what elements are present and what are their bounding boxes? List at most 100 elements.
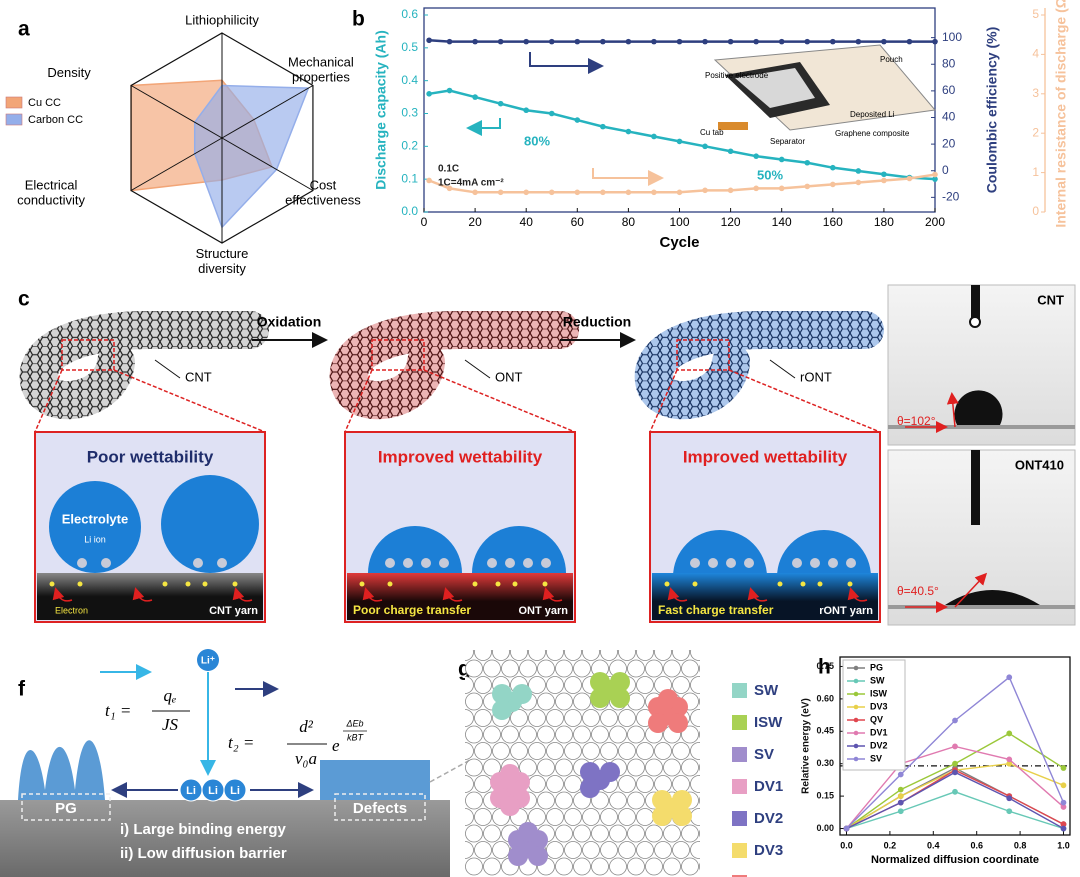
y-tick-label: 0.2 — [401, 139, 418, 153]
equation: e — [332, 736, 340, 755]
lattice-atom — [636, 808, 654, 826]
x-tick-label: 80 — [622, 215, 636, 229]
x-tick-label: 100 — [669, 215, 689, 229]
substrate — [37, 573, 263, 620]
y2-tick-label: 80 — [942, 56, 956, 70]
lattice-atom — [672, 742, 690, 760]
needle — [971, 285, 980, 323]
zoom-line — [113, 369, 266, 433]
series-marker — [727, 38, 734, 45]
defect-patch — [500, 764, 520, 784]
series-marker — [830, 181, 836, 188]
lattice-atom — [609, 791, 627, 810]
electron — [847, 581, 853, 587]
series-marker — [753, 153, 759, 159]
lattice-atom — [465, 775, 474, 793]
lattice-atom — [483, 824, 501, 843]
note: ii) Low diffusion barrier — [120, 845, 287, 862]
lattice-atom — [663, 758, 681, 777]
lattice-atom — [564, 742, 582, 760]
lattice-atom — [663, 857, 681, 876]
series-marker — [881, 177, 887, 184]
lattice-atom — [627, 824, 645, 843]
substrate-label: ONT yarn — [518, 605, 568, 617]
link-line — [429, 759, 471, 783]
equation: d² — [299, 717, 314, 736]
defect-patch — [492, 684, 512, 704]
lattice-atom — [474, 676, 492, 694]
electron — [202, 581, 208, 587]
radar-axis-label: Electrical conductivity — [17, 178, 85, 208]
zoom-line — [423, 369, 576, 433]
lattice-atom — [618, 709, 636, 727]
lattice-atom — [600, 808, 618, 826]
x-tick-label: 200 — [925, 215, 945, 229]
lattice-atom — [465, 650, 474, 661]
angle-arrow — [946, 392, 959, 428]
lattice-atom — [528, 650, 546, 661]
lattice-atom — [564, 650, 582, 661]
defect-patch — [580, 778, 600, 798]
angle-label: θ=40.5° — [897, 584, 939, 598]
lattice-atom — [582, 650, 600, 661]
lattice-atom — [555, 857, 573, 876]
li-ion — [523, 558, 533, 568]
li-ion — [828, 558, 838, 568]
lattice-atom — [483, 659, 501, 678]
lattice-atom — [465, 676, 474, 694]
box-label: Li ion — [84, 534, 106, 544]
base — [0, 800, 450, 877]
legend-label: PG — [870, 662, 883, 672]
lattice-atom — [627, 857, 645, 876]
x-tick-label: 0.8 — [1014, 840, 1027, 850]
lattice-atom — [564, 709, 582, 727]
lattice-atom — [681, 758, 699, 777]
box-label: Poor charge transfer — [353, 603, 471, 617]
lattice-atom — [591, 791, 609, 810]
electron-arrow — [132, 587, 153, 602]
tube-label: ONT — [495, 369, 523, 384]
defect-patch — [500, 796, 520, 816]
series-marker — [830, 38, 836, 45]
series-marker — [778, 38, 785, 45]
substrate — [652, 573, 878, 620]
y2-tick-label: 60 — [942, 83, 956, 97]
y-tick-label: 0.45 — [816, 726, 834, 736]
lattice-atom — [699, 730, 700, 739]
lattice-atom — [519, 659, 537, 678]
series-marker — [843, 825, 850, 832]
series-marker — [1006, 756, 1013, 763]
defect-patch — [652, 790, 672, 810]
inset-tab — [718, 122, 748, 130]
y3-axis-title: Internal resistance of discharge (Ω) — [1053, 0, 1069, 228]
lattice-atom — [474, 808, 492, 826]
tube-label: rONT — [800, 369, 832, 384]
lattice-atom — [582, 709, 600, 727]
panel-letter: h — [818, 656, 831, 679]
li-ion — [744, 558, 754, 568]
y-tick-label: 0.6 — [401, 7, 418, 21]
lattice-atom — [636, 676, 654, 694]
li-atom-label: Li — [186, 785, 196, 797]
series-marker — [727, 148, 734, 155]
y2-axis-title: Coulombic efficiency (%) — [984, 27, 1000, 193]
annotation: 0.1C — [438, 164, 459, 175]
lattice-atom — [582, 808, 600, 826]
series-marker — [952, 717, 958, 724]
electron-arrow — [667, 587, 688, 602]
zoom-box — [371, 339, 425, 371]
arrow — [466, 118, 501, 136]
note: i) Large binding energy — [120, 821, 287, 838]
lattice-atom — [546, 676, 564, 694]
lattice-atom — [699, 862, 700, 871]
legend-swatch — [732, 875, 747, 877]
lattice-atom — [474, 775, 492, 793]
box-label: Electron — [55, 605, 88, 615]
lattice-atom — [546, 742, 564, 760]
y3-tick-label: 3 — [1032, 86, 1039, 100]
series-line — [846, 767, 1064, 830]
lattice-atom — [600, 709, 618, 727]
lattice-atom — [690, 709, 700, 727]
legend-label: SW — [870, 675, 885, 685]
site-label: PG — [55, 800, 77, 817]
